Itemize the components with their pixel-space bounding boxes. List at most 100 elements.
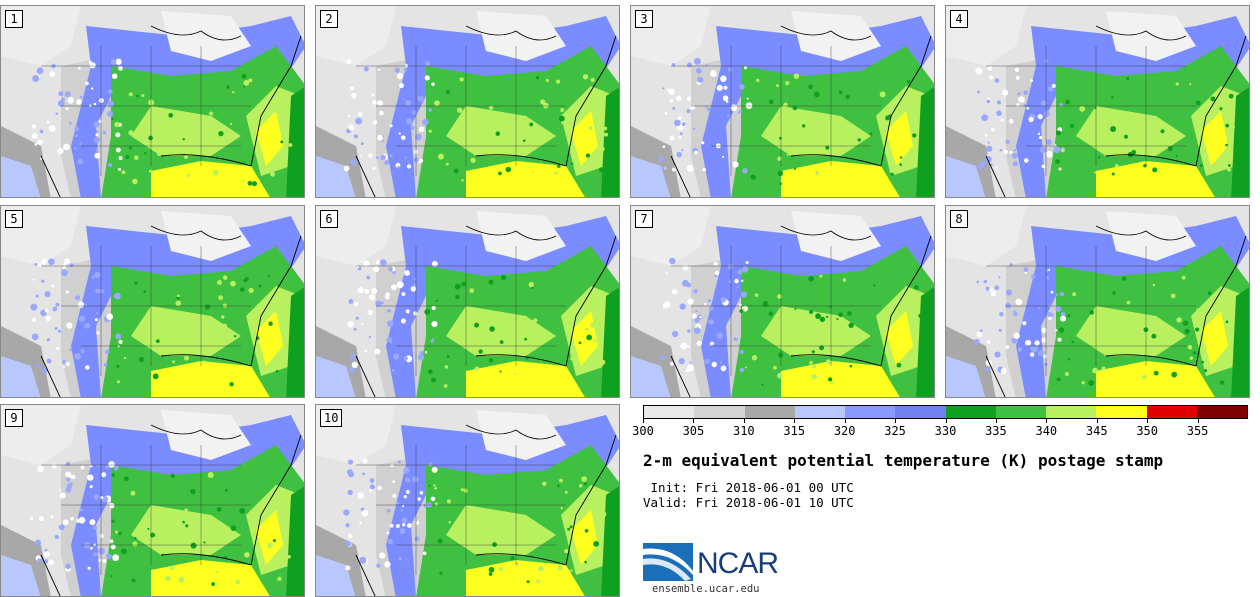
noise-speck: [582, 74, 589, 80]
noise-speck: [682, 264, 689, 271]
noise-speck: [1003, 149, 1008, 154]
canada-white: [161, 211, 251, 261]
noise-speck: [222, 303, 227, 308]
noise-speck: [678, 358, 685, 365]
noise-speck: [424, 75, 430, 81]
noise-speck: [1000, 118, 1004, 122]
noise-speck: [1050, 290, 1054, 294]
great-lakes: [780, 25, 872, 41]
noise-speck: [983, 279, 988, 284]
noise-speck: [668, 88, 676, 96]
noise-speck: [405, 100, 412, 106]
noise-speck: [362, 472, 365, 476]
blue-band: [386, 216, 619, 397]
noise-speck: [434, 487, 437, 490]
noise-speck: [756, 78, 760, 83]
noise-speck: [1005, 302, 1011, 309]
noise-speck: [1005, 139, 1010, 144]
coastline: [355, 434, 617, 596]
noise-speck: [801, 124, 806, 128]
init-time: Init: Fri 2018-06-01 00 UTC: [643, 480, 854, 495]
noise-speck: [109, 503, 115, 509]
noise-speck: [1055, 293, 1059, 296]
noise-speck: [398, 556, 402, 561]
noise-speck: [1201, 360, 1204, 364]
noise-speck: [356, 265, 360, 269]
panel-number: 2: [320, 10, 338, 28]
blue-band: [71, 415, 304, 596]
noise-speck: [991, 127, 995, 132]
noise-speck: [1005, 289, 1013, 296]
noise-speck: [738, 109, 743, 113]
noise-speck: [225, 489, 228, 492]
noise-speck: [694, 150, 698, 155]
noise-speck: [1227, 167, 1231, 172]
noise-speck: [1070, 124, 1074, 128]
noise-speck: [1041, 327, 1047, 334]
noise-speck: [540, 99, 546, 105]
noise-speck: [96, 130, 99, 133]
noise-speck: [828, 129, 833, 134]
noise-speck: [583, 482, 588, 486]
colorbar-tick-mark: [693, 419, 695, 423]
noise-speck: [109, 539, 114, 544]
noise-speck: [469, 288, 475, 293]
noise-speck: [693, 289, 698, 294]
noise-speck: [133, 536, 137, 540]
noise-speck: [1088, 380, 1095, 386]
noise-speck: [1022, 321, 1027, 326]
noise-speck: [739, 349, 744, 355]
noise-speck: [773, 365, 777, 370]
noise-speck: [428, 369, 433, 374]
plot-title: 2-m equivalent potential temperature (K)…: [643, 451, 1164, 470]
noise-speck: [399, 83, 404, 89]
light-blue-region: [1, 555, 41, 596]
noise-speck: [459, 329, 465, 334]
noise-speck: [41, 279, 45, 283]
great-lakes: [465, 424, 557, 440]
noise-speck: [1037, 132, 1041, 136]
noise-speck: [474, 322, 480, 328]
noise-speck: [428, 462, 433, 467]
noise-speck: [396, 281, 404, 289]
noise-speck: [976, 280, 980, 284]
noise-speck: [488, 105, 494, 110]
noise-speck: [914, 285, 919, 290]
noise-speck: [108, 461, 115, 468]
noise-speck: [62, 519, 69, 526]
noise-speck: [65, 563, 71, 570]
coastline: [985, 235, 1247, 397]
noise-speck: [96, 331, 100, 335]
noise-speck: [1079, 105, 1086, 112]
noise-speck: [62, 359, 66, 364]
noise-speck: [272, 538, 276, 543]
noise-speck: [1060, 315, 1067, 322]
noise-speck: [229, 382, 234, 387]
noise-speck: [69, 348, 73, 352]
noise-speck: [74, 147, 77, 150]
noise-speck: [498, 171, 502, 176]
noise-speck: [1215, 363, 1220, 369]
map-field: [946, 6, 1249, 197]
noise-speck: [783, 102, 788, 108]
noise-speck: [229, 122, 233, 126]
noise-speck: [428, 484, 431, 487]
noise-speck: [355, 117, 363, 125]
noise-speck: [498, 320, 501, 323]
noise-speck: [808, 275, 815, 282]
noise-speck: [584, 560, 587, 564]
noise-speck: [177, 312, 181, 316]
noise-speck: [1011, 152, 1018, 159]
noise-speck: [665, 272, 668, 275]
noise-speck: [453, 168, 459, 174]
state-borders: [986, 246, 1196, 376]
noise-speck: [62, 365, 66, 369]
noise-speck: [155, 339, 160, 344]
colorbar-tick-label: 300: [632, 424, 654, 438]
noise-speck: [169, 566, 175, 571]
noise-speck: [93, 552, 98, 557]
noise-speck: [136, 94, 139, 98]
noise-speck: [474, 366, 480, 371]
noise-speck: [380, 154, 386, 161]
noise-speck: [1097, 155, 1101, 159]
